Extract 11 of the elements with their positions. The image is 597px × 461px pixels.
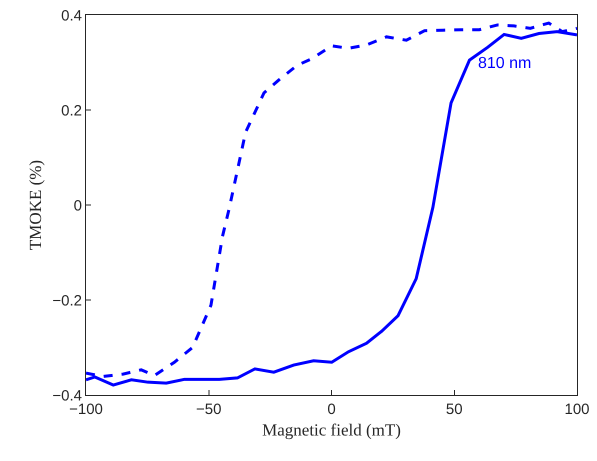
x-tick-label: 0 bbox=[327, 401, 336, 418]
annotation: 810 nm bbox=[478, 55, 532, 72]
y-tick-label: 0.2 bbox=[61, 102, 82, 120]
x-tick-label: 100 bbox=[564, 401, 590, 418]
y-tick-label: 0 bbox=[74, 197, 82, 214]
x-axis-title: Magnetic field (mT) bbox=[262, 420, 401, 440]
x-tick-label: −50 bbox=[196, 401, 222, 418]
y-axis-title: TMOKE (%) bbox=[26, 160, 45, 250]
y-tick-label: 0.4 bbox=[61, 7, 82, 24]
y-tick-label: −0.2 bbox=[52, 292, 82, 310]
x-tick-label: 50 bbox=[446, 401, 463, 418]
